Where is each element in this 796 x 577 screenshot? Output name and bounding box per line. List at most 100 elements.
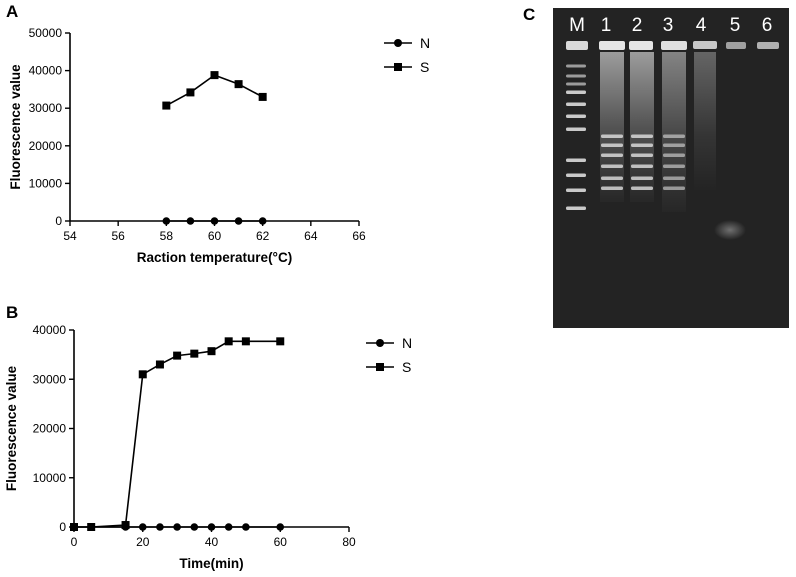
chart-b: 0 10000 20000 30000 40000 0 20 40 60 80 Time(min) F… (4, 323, 412, 571)
point-s (70, 523, 78, 531)
y-tick-label: 20000 (33, 422, 67, 436)
legend-label-n: N (402, 335, 412, 351)
legend-marker-n (376, 339, 384, 347)
x-tick-label: 58 (160, 229, 174, 243)
lane-5-spot (714, 220, 746, 240)
point-n (138, 523, 147, 531)
lane-2-band (631, 164, 653, 168)
ladder-band (566, 188, 586, 192)
lane-2-band (631, 176, 653, 180)
lane-label-m: M (569, 15, 585, 36)
ladder-band (566, 127, 586, 131)
lane-2-band (631, 153, 653, 157)
point-s (190, 349, 199, 358)
point-s (138, 370, 147, 379)
lane-2-band (631, 143, 653, 147)
lane-label-5: 5 (730, 15, 741, 36)
point-s (162, 101, 171, 110)
lane-3-band (663, 134, 685, 138)
point-n (162, 217, 171, 225)
legend-label-n: N (420, 35, 430, 51)
y-axis-title: Fluorescence value (8, 64, 23, 190)
lane-1-band (601, 176, 623, 180)
x-tick-label: 66 (352, 229, 366, 243)
point-s (210, 71, 219, 80)
point-s (276, 337, 285, 346)
point-n (276, 523, 285, 531)
y-tick-label: 0 (59, 520, 66, 534)
ladder-label: 100 (525, 153, 546, 167)
lane-1-band (601, 164, 623, 168)
ladder-label: 300 (525, 109, 546, 123)
ladder-band (566, 158, 586, 162)
point-n (258, 217, 267, 225)
x-tick-label: 54 (63, 229, 77, 243)
lane-label-1: 1 (601, 15, 612, 36)
legend-label-s: S (402, 359, 411, 375)
ladder-label: 25 (532, 201, 546, 215)
lane-3-band (663, 164, 685, 168)
point-s (207, 347, 216, 356)
x-axis-title: Raction temperature(°C) (137, 250, 292, 265)
x-axis-title: Time(min) (179, 556, 243, 571)
x-tick-label: 60 (274, 535, 288, 549)
y-tick-label: 30000 (33, 372, 67, 386)
ladder-band (566, 102, 586, 106)
ladder-band (566, 206, 586, 210)
point-n (224, 523, 233, 531)
lane-2-band (631, 186, 653, 190)
point-s (87, 523, 96, 531)
y-tick-label: 40000 (33, 323, 67, 337)
point-s (241, 337, 250, 346)
series-line-s (165, 74, 264, 107)
legend-marker-n (394, 39, 402, 47)
point-s (224, 337, 233, 346)
well-3 (661, 41, 687, 50)
point-n (207, 523, 216, 531)
lane-2-band (631, 134, 653, 138)
panel-label-c: C (523, 5, 535, 24)
point-n (186, 217, 195, 225)
y-tick-label: 30000 (29, 101, 63, 115)
legend-marker-s (394, 63, 402, 71)
legend-marker-s (376, 363, 384, 371)
ladder-band (566, 82, 586, 86)
lane-1-band (601, 153, 623, 157)
x-tick-label: 56 (111, 229, 125, 243)
x-tick-label: 62 (256, 229, 270, 243)
well-5 (726, 42, 746, 49)
y-tick-label: 10000 (33, 471, 67, 485)
well-1 (599, 41, 625, 50)
ladder-label: 75 (532, 168, 546, 182)
point-s (186, 88, 195, 97)
lane-3-band (663, 143, 685, 147)
well-4 (693, 41, 717, 49)
chart-a: 0 10000 20000 30000 40000 50000 54 56 58 60 62 64 66… (8, 26, 430, 265)
well-6 (757, 42, 779, 49)
lane-1-band (601, 143, 623, 147)
ladder-band (566, 64, 586, 68)
x-tick-label: 0 (71, 535, 78, 549)
point-s (155, 360, 164, 369)
panel-label-b: B (6, 303, 18, 322)
point-s (121, 521, 130, 530)
lane-label-6: 6 (762, 15, 773, 36)
gel-bands (566, 64, 685, 210)
point-n (234, 217, 243, 225)
point-s (173, 351, 182, 360)
ladder-band (566, 114, 586, 118)
ladder-band (566, 74, 586, 78)
series-line-s (74, 340, 281, 528)
lane-label-2: 2 (632, 15, 643, 36)
panel-label-a: A (6, 2, 18, 21)
y-tick-label: 50000 (29, 26, 63, 40)
lane-3-band (663, 153, 685, 157)
well-2 (629, 41, 653, 50)
lane-3-band (663, 176, 685, 180)
legend-label-s: S (420, 59, 429, 75)
x-tick-label: 64 (304, 229, 318, 243)
ladder-label: 500 (525, 85, 546, 99)
